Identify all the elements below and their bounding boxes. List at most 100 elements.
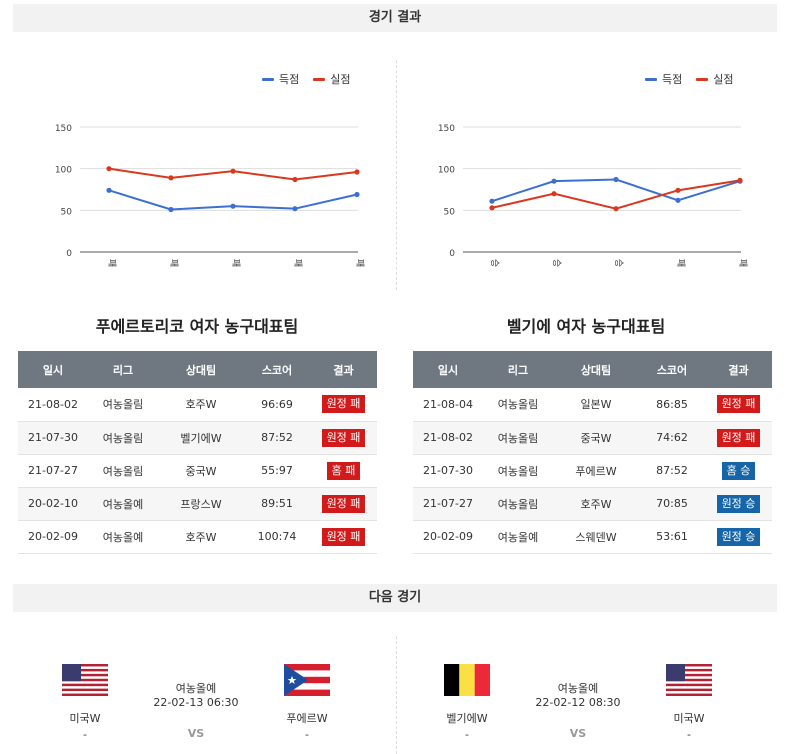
match-league: 여농올예 — [175, 682, 217, 695]
x-tick-label: 승 — [613, 259, 624, 267]
opponent-cell: 프랑스W — [158, 487, 244, 521]
legend-swatch-scored — [262, 77, 274, 81]
legend-swatch-conceded — [313, 77, 326, 81]
table-header-row: 일시 리그 상대팀 스코어 결과 — [18, 351, 377, 388]
opponent-cell: 스웨덴W — [553, 520, 639, 554]
result-badge: 원정 패 — [716, 428, 761, 447]
panel-divider — [396, 60, 397, 290]
team-title-right: 벨기에 여자 농구대표팀 — [506, 317, 666, 336]
score-cell: 87:52 — [244, 421, 310, 455]
away-team-extra: - — [687, 728, 691, 741]
table-row: 21-08-02 여농올림 호주W 96:69 원정 패 — [18, 388, 377, 422]
away-team-name: 미국W — [673, 712, 705, 725]
data-point-conceded — [106, 166, 112, 172]
table-row: 21-07-30 여농올림 푸에르W 87:52 홈 승 — [413, 454, 772, 488]
date-cell: 21-07-27 — [18, 454, 88, 488]
result-badge: 원정 패 — [321, 428, 366, 447]
panel-divider — [396, 636, 397, 754]
legend-item-conceded: 실점 — [696, 71, 734, 87]
chart-legend-right: 득점 실점 — [645, 71, 734, 87]
result-cell: 원정 승 — [705, 487, 772, 521]
home-team-extra: - — [465, 728, 469, 741]
x-tick-label: 패 — [106, 259, 117, 267]
result-badge: 원정 패 — [716, 395, 761, 414]
col-score: 스코어 — [244, 351, 310, 388]
x-tick-label: 패 — [737, 259, 748, 267]
result-badge: 원정 패 — [321, 494, 366, 513]
result-cell: 원정 패 — [310, 520, 377, 554]
score-cell: 74:62 — [639, 421, 705, 455]
league-cell: 여농올림 — [483, 388, 553, 422]
table-row: 21-07-27 여농올림 호주W 70:85 원정 승 — [413, 487, 772, 521]
data-point-scored — [292, 206, 298, 212]
table-row: 20-02-10 여농올예 프랑스W 89:51 원정 패 — [18, 487, 377, 521]
data-point-scored — [230, 203, 236, 209]
score-cell: 100:74 — [244, 520, 310, 554]
date-cell: 21-07-30 — [18, 421, 88, 455]
x-tick-label: 승 — [489, 259, 500, 267]
data-point-conceded — [292, 176, 298, 183]
league-cell: 여농올예 — [88, 520, 158, 554]
score-cell: 86:85 — [639, 388, 705, 422]
opponent-cell: 중국W — [158, 454, 244, 488]
result-badge: 원정 패 — [321, 395, 366, 414]
col-result: 결과 — [705, 351, 772, 388]
vs-label: VS — [187, 727, 205, 740]
opponent-cell: 호주W — [158, 388, 244, 422]
result-cell: 원정 패 — [310, 421, 377, 455]
us-flag-icon — [666, 664, 712, 696]
x-tick-label: 패 — [168, 259, 179, 267]
league-cell: 여농올림 — [483, 454, 553, 488]
score-cell: 89:51 — [244, 487, 310, 521]
data-point-conceded — [675, 187, 681, 193]
league-cell: 여농올예 — [483, 520, 553, 554]
series-line-conceded — [491, 179, 741, 210]
score-cell: 53:61 — [639, 520, 705, 554]
line-chart-left: 0 50 100 150 패 패 패 패 패 — [55, 124, 365, 267]
result-cell: 원정 패 — [705, 421, 772, 455]
legend-swatch-scored — [645, 77, 657, 81]
date-cell: 20-02-09 — [413, 520, 483, 554]
match-league: 여농올예 — [557, 682, 599, 695]
table-header-row: 일시 리그 상대팀 스코어 결과 — [413, 351, 772, 388]
table-row: 21-07-30 여농올림 벨기에W 87:52 원정 패 — [18, 421, 377, 455]
opponent-cell: 호주W — [158, 520, 244, 554]
data-point-scored — [168, 206, 174, 213]
result-badge: 원정 승 — [716, 527, 761, 546]
data-point-scored — [551, 178, 557, 184]
us-flag-icon — [62, 664, 108, 696]
data-point-conceded — [551, 191, 557, 197]
legend-label-scored: 득점 — [279, 73, 300, 86]
result-cell: 홈 승 — [705, 454, 772, 488]
league-cell: 여농올림 — [483, 421, 553, 455]
away-team-name: 푸에르W — [286, 712, 328, 725]
date-cell: 21-07-27 — [413, 487, 483, 521]
series-line-scored — [491, 178, 741, 203]
score-cell: 55:97 — [244, 454, 310, 488]
league-cell: 여농올림 — [88, 454, 158, 488]
data-point-conceded — [737, 177, 743, 183]
y-tick-label: 0 — [66, 249, 72, 259]
y-tick-label: 50 — [61, 207, 73, 217]
puerto-rico-flag-icon — [284, 664, 330, 696]
league-cell: 여농올림 — [88, 421, 158, 455]
legend-item-scored: 득점 — [645, 71, 682, 87]
y-tick-label: 100 — [55, 166, 72, 176]
x-tick-label: 패 — [354, 259, 365, 267]
data-point-scored — [354, 191, 360, 198]
legend-label-scored: 득점 — [662, 73, 683, 86]
col-date: 일시 — [413, 351, 483, 388]
away-team-extra: - — [305, 728, 309, 741]
col-date: 일시 — [18, 351, 88, 388]
date-cell: 21-08-04 — [413, 388, 483, 422]
result-cell: 원정 패 — [310, 388, 377, 422]
x-tick-label: 패 — [675, 259, 686, 267]
date-cell: 20-02-09 — [18, 520, 88, 554]
col-score: 스코어 — [639, 351, 705, 388]
score-cell: 70:85 — [639, 487, 705, 521]
opponent-cell: 벨기에W — [158, 421, 244, 455]
date-cell: 21-07-30 — [413, 454, 483, 488]
legend-swatch-conceded — [696, 77, 709, 81]
date-cell: 20-02-10 — [18, 487, 88, 521]
chart-legend-left: 득점 실점 — [262, 71, 351, 87]
